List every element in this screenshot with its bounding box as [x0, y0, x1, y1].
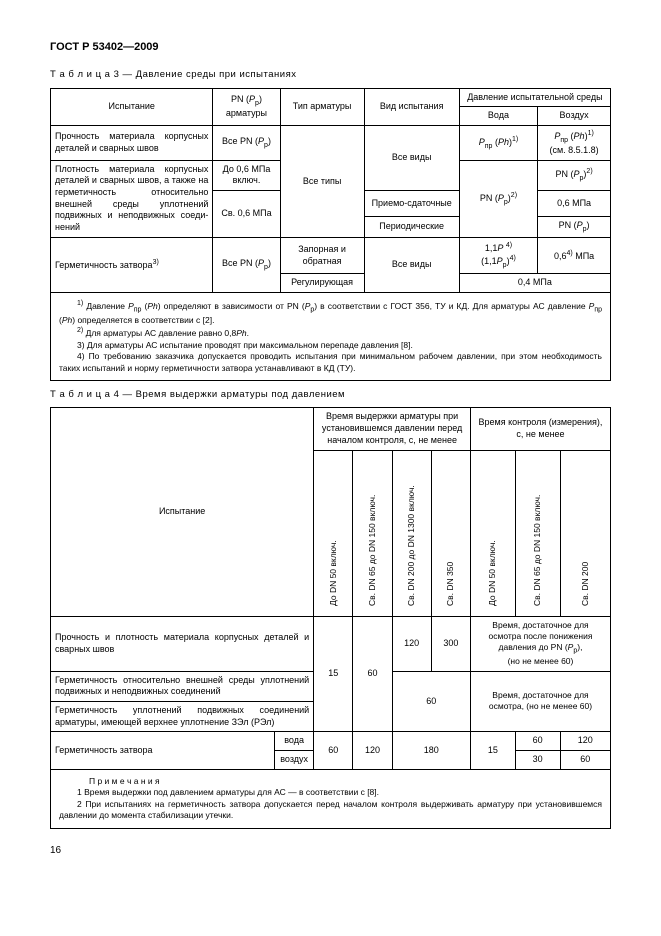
note: 4) По требованию заказчика допускается п…: [59, 351, 602, 374]
notes-cell: 1) Давление Pпр (Ph) определяют в зависи…: [51, 292, 611, 380]
cell: Приемо-сдаточные: [364, 190, 459, 216]
cell: PN (Pр)2): [459, 160, 537, 237]
cell: 60: [392, 671, 470, 732]
cell: Время, достаточное для осмотра после пон…: [470, 616, 610, 671]
cell: До 0,6 МПа включ.: [213, 160, 280, 190]
col-header: Время контроля (измерения), с, не менее: [470, 408, 610, 450]
cell: 60: [314, 732, 353, 769]
doc-title: ГОСТ Р 53402—2009: [50, 40, 611, 54]
table-row: Испытание Время выдержки арматуры при ус…: [51, 408, 611, 450]
cell: 15: [314, 616, 353, 732]
col-header: Св. DN 350: [431, 450, 470, 616]
cell: Герметичность затвора3): [51, 237, 213, 292]
col-header: Вид испытания: [364, 88, 459, 125]
cell: PN (Pр)2): [538, 160, 611, 190]
cell: Герметичность относительно внешней среды…: [51, 671, 314, 701]
cell: Все типы: [280, 126, 364, 238]
cell: вода: [275, 732, 314, 751]
prim: 2 При испытаниях на герметичность затвор…: [59, 799, 602, 822]
cell: Запорная и обратная: [280, 237, 364, 274]
cell: 0,6 МПа: [538, 190, 611, 216]
cell: 120: [560, 732, 610, 751]
cell: 120: [353, 732, 392, 769]
note: 3) Для арматуры АС испытание проводят пр…: [59, 340, 602, 351]
table-row: Герметичность затвора3) Все PN (Pр) Запо…: [51, 237, 611, 274]
table-row: Испытание PN (Pр)арматуры Тип арматуры В…: [51, 88, 611, 107]
col-header: Св. DN 65 до DN 150 включ.: [353, 450, 392, 616]
cell: 120: [392, 616, 431, 671]
cell: PN (Pр): [538, 216, 611, 237]
col-header: До DN 50 включ.: [470, 450, 515, 616]
cell: Герметичность затвора: [51, 732, 275, 769]
cell: Все PN (Pр): [213, 126, 280, 161]
cell: Плотность материала корпус­ных деталей и…: [51, 160, 213, 237]
cell: Все виды: [364, 126, 459, 191]
col-header: Давление испытательной среды: [459, 88, 610, 107]
table-notes: П р и м е ч а н и я 1 Время выдержки под…: [51, 769, 611, 828]
cell: Все виды: [364, 237, 459, 292]
table-notes: 1) Давление Pпр (Ph) определяют в зависи…: [51, 292, 611, 380]
page-number: 16: [50, 844, 611, 857]
col-header: PN (Pр)арматуры: [213, 88, 280, 125]
cell: 30: [515, 750, 560, 769]
col-header: До DN 50 включ.: [314, 450, 353, 616]
notes-cell: П р и м е ч а н и я 1 Время выдержки под…: [51, 769, 611, 828]
cell: Прочность материала корпус­ных деталей и…: [51, 126, 213, 161]
col-header: Вода: [459, 107, 537, 126]
cell: Pпр (Ph)1): [459, 126, 537, 161]
col-header: Испытание: [51, 408, 314, 616]
table-row: Прочность и плотность материала корпусны…: [51, 616, 611, 671]
cell: Регулирующая: [280, 274, 364, 293]
table4: Испытание Время выдержки арматуры при ус…: [50, 407, 611, 828]
cell: 60: [515, 732, 560, 751]
cell: Св. 0,6 МПа: [213, 190, 280, 237]
prim: 1 Время выдержки под давлением арматуры …: [59, 787, 602, 798]
cell: 15: [470, 732, 515, 769]
col-header: Тип арматуры: [280, 88, 364, 125]
cell: 60: [353, 616, 392, 732]
table3-caption: Т а б л и ц а 3 — Давление среды при исп…: [50, 69, 611, 81]
cell: воздух: [275, 750, 314, 769]
col-header: Св. DN 65 до DN 150 включ.: [515, 450, 560, 616]
cell: Pпр (Ph)1)(см. 8.5.1.8): [538, 126, 611, 161]
col-header: Испытание: [51, 88, 213, 125]
cell: Все PN (Pр): [213, 237, 280, 292]
cell: Герметичность уплотнений подвижных соеди…: [51, 701, 314, 731]
col-header: Св. DN 200: [560, 450, 610, 616]
prim-title: П р и м е ч а н и я: [59, 776, 602, 787]
cell: 180: [392, 732, 470, 769]
table-row: Прочность материала корпус­ных деталей и…: [51, 126, 611, 161]
table4-caption: Т а б л и ц а 4 — Время выдержки арматур…: [50, 389, 611, 401]
cell: Время, достаточное для осмотра, (но не м…: [470, 671, 610, 732]
table-row: Герметичность затвора вода 60 120 180 15…: [51, 732, 611, 751]
cell: 1,1P 4)(1,1Pр)4): [459, 237, 537, 274]
cell: 0,64) МПа: [538, 237, 611, 274]
col-header: Воздух: [538, 107, 611, 126]
cell: 60: [560, 750, 610, 769]
cell: Периодические: [364, 216, 459, 237]
cell: Прочность и плотность материала корпусны…: [51, 616, 314, 671]
cell: 0,4 МПа: [459, 274, 610, 293]
cell: 300: [431, 616, 470, 671]
col-header: Время выдержки арматуры при установившем…: [314, 408, 471, 450]
col-header: Св. DN 200 до DN 1300 включ.: [392, 450, 431, 616]
table3: Испытание PN (Pр)арматуры Тип арматуры В…: [50, 88, 611, 381]
